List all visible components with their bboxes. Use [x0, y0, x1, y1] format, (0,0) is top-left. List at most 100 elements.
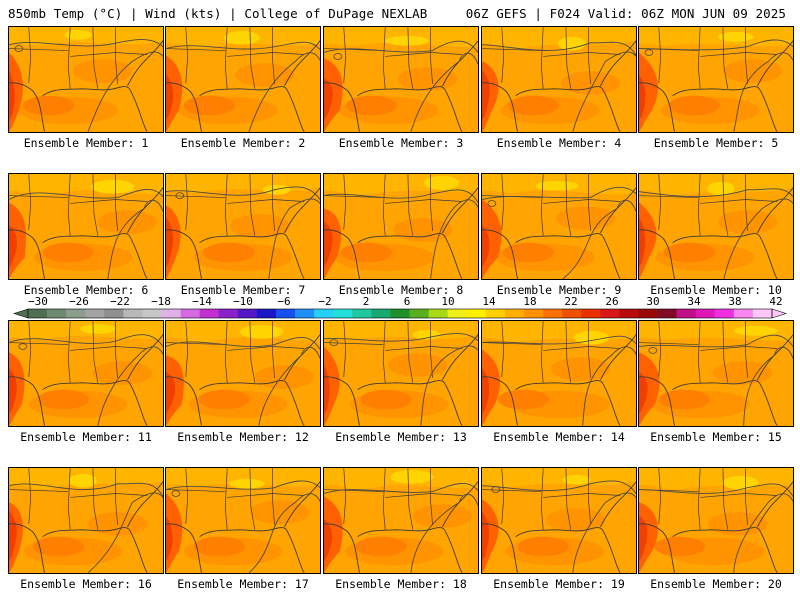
gulf-warm-region [668, 95, 720, 116]
colorbar-swatch [657, 309, 677, 318]
isotherm-contour [572, 492, 636, 573]
cool-pocket [240, 324, 284, 339]
colorbar-swatch [428, 309, 448, 318]
ensemble-member-label: Ensemble Member: 10 [650, 283, 782, 297]
temperature-map [9, 174, 163, 279]
gulf-warm-region [198, 389, 250, 410]
isotherm-contour [743, 346, 793, 426]
isotherm-contour [733, 493, 793, 573]
hottest-region [166, 372, 176, 415]
colorbar-swatch [161, 309, 181, 318]
colorbar-swatch [276, 309, 296, 318]
isotherm-contour [639, 39, 793, 51]
colorbar-swatch [295, 309, 315, 318]
isotherm-contour [639, 334, 793, 348]
temperature-map [639, 468, 793, 573]
cool-pocket [390, 469, 434, 484]
closed-contour [644, 49, 654, 56]
colorbar-tick-label: 22 [564, 295, 577, 308]
temperature-map [639, 174, 793, 279]
state-borders [9, 468, 148, 530]
colorbar-swatch [390, 309, 410, 318]
colorbar-tick-label: −14 [192, 295, 212, 308]
colorbar-swatch [180, 309, 200, 318]
cool-pocket [224, 30, 260, 45]
isotherm-contour [572, 51, 636, 132]
closed-contour [18, 343, 28, 350]
colorbar-swatch [371, 309, 391, 318]
ensemble-member-label: Ensemble Member: 9 [496, 283, 622, 297]
colorbar-swatch [47, 309, 67, 318]
ensemble-member-label: Ensemble Member: 8 [338, 283, 464, 297]
cool-pocket [80, 323, 116, 334]
cool-pocket [229, 478, 265, 489]
isotherm-contour [733, 52, 793, 132]
colorbar-swatch [504, 309, 525, 318]
isotherm-contour [482, 41, 636, 56]
temperature-map [639, 321, 793, 426]
cool-region [639, 27, 793, 47]
temperature-map [324, 174, 478, 279]
cool-region [324, 321, 478, 340]
colorbar-swatch [352, 309, 372, 318]
colorbar-swatch [695, 309, 716, 318]
temperature-map [324, 27, 478, 132]
colorbar-swatch [85, 309, 105, 318]
warm-blob [393, 218, 453, 242]
isotherm-contour [9, 334, 163, 347]
hot-region [639, 52, 658, 132]
hot-region [639, 202, 657, 279]
isotherm-contour [324, 483, 478, 494]
colorbar-tick-label: 2 [363, 295, 370, 308]
colorbar-swatch [314, 309, 334, 318]
warm-blob [235, 63, 295, 87]
gulf-warm-region [360, 389, 412, 410]
colorbar-swatch [638, 309, 658, 318]
colorbar-swatch [28, 309, 48, 318]
colorbar-swatch [409, 309, 429, 318]
colorbar-swatch [543, 309, 563, 318]
colorbar-swatch [237, 309, 258, 318]
state-borders [324, 321, 463, 383]
cool-pocket [423, 175, 460, 190]
isotherm-contour [166, 186, 320, 200]
ensemble-map-panel [323, 467, 479, 574]
ensemble-map-panel [8, 320, 164, 427]
colorbar-swatch [66, 309, 86, 318]
colorbar-swatch [524, 309, 544, 318]
hot-region [324, 496, 343, 573]
colorbar-swatch [256, 309, 277, 318]
ensemble-member-label: Ensemble Member: 5 [653, 136, 779, 150]
hottest-region [639, 515, 648, 562]
isotherm-contour [9, 39, 163, 47]
warm-blob [73, 59, 133, 83]
state-borders [482, 321, 621, 383]
cool-pocket [707, 181, 735, 196]
isotherm-contour [639, 483, 793, 497]
ensemble-member-label: Ensemble Member: 17 [177, 577, 309, 591]
colorbar-tick-label: −22 [110, 295, 130, 308]
ensemble-map-panel [638, 173, 794, 280]
isotherm-contour [410, 493, 478, 573]
state-borders [639, 468, 778, 530]
closed-contour [14, 45, 24, 52]
colorbar-tick-label: 38 [728, 295, 741, 308]
hottest-region [324, 519, 333, 562]
gulf-warm-region [653, 536, 706, 557]
isotherm-contour [107, 199, 163, 279]
temperature-map [482, 174, 636, 279]
temperature-map [482, 321, 636, 426]
isotherm-contour [639, 188, 793, 198]
colorbar-swatch [676, 309, 696, 318]
hottest-region [9, 368, 17, 415]
state-borders [639, 27, 778, 89]
isotherm-contour [258, 346, 320, 426]
colorbar-svg: −30 −26 −22 −18 −14 −10 −6 −2 2 6 10 14 18 22 26 30 34 38… [13, 295, 787, 319]
temperature-map [9, 321, 163, 426]
state-borders [639, 174, 778, 236]
hottest-region [639, 74, 646, 121]
isotherm-contour [482, 187, 636, 200]
ensemble-member-label: Ensemble Member: 20 [650, 577, 782, 591]
ensemble-member-label: Ensemble Member: 15 [650, 430, 782, 444]
coastline [9, 481, 163, 573]
